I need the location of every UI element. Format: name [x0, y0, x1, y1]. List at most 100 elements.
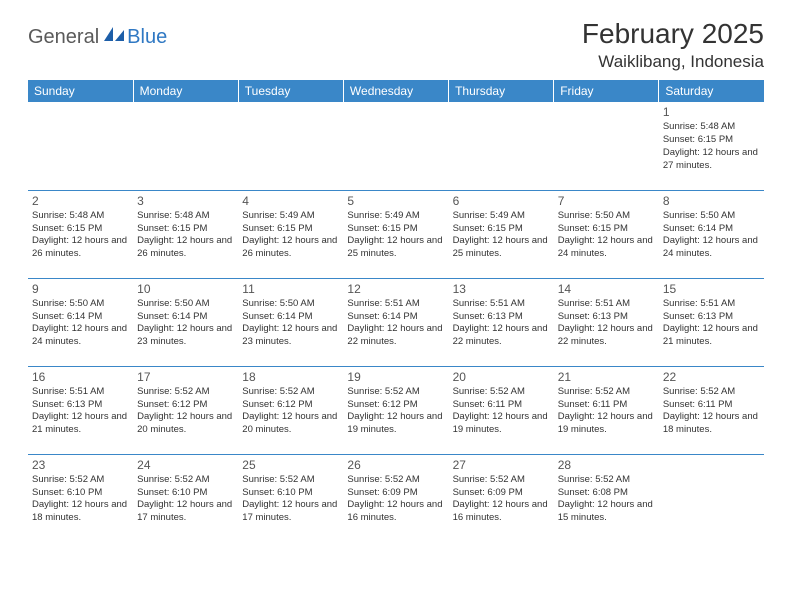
- location: Waiklibang, Indonesia: [582, 52, 764, 72]
- day-number: 7: [558, 193, 655, 209]
- sunrise-line: Sunrise: 5:48 AM: [137, 210, 234, 223]
- logo-text-blue: Blue: [127, 26, 167, 49]
- sunset-line: Sunset: 6:13 PM: [32, 399, 129, 412]
- calendar-cell: 14Sunrise: 5:51 AMSunset: 6:13 PMDayligh…: [554, 278, 659, 366]
- sunset-line: Sunset: 6:15 PM: [663, 134, 760, 147]
- sunrise-line: Sunrise: 5:52 AM: [558, 386, 655, 399]
- sunrise-line: Sunrise: 5:52 AM: [347, 474, 444, 487]
- calendar-cell: 6Sunrise: 5:49 AMSunset: 6:15 PMDaylight…: [449, 190, 554, 278]
- daylight-line: Daylight: 12 hours and 25 minutes.: [347, 235, 444, 261]
- sunrise-line: Sunrise: 5:50 AM: [558, 210, 655, 223]
- daylight-line: Daylight: 12 hours and 21 minutes.: [663, 323, 760, 349]
- calendar-cell: 20Sunrise: 5:52 AMSunset: 6:11 PMDayligh…: [449, 366, 554, 454]
- sunrise-line: Sunrise: 5:52 AM: [137, 386, 234, 399]
- sunrise-line: Sunrise: 5:52 AM: [32, 474, 129, 487]
- sunset-line: Sunset: 6:10 PM: [242, 487, 339, 500]
- daylight-line: Daylight: 12 hours and 24 minutes.: [663, 235, 760, 261]
- day-number: 1: [663, 104, 760, 120]
- day-number: 21: [558, 369, 655, 385]
- calendar-table: SundayMondayTuesdayWednesdayThursdayFrid…: [28, 80, 764, 542]
- sunrise-line: Sunrise: 5:51 AM: [663, 298, 760, 311]
- day-header: Sunday: [28, 80, 133, 102]
- calendar-cell-empty: [659, 454, 764, 542]
- day-number: 13: [453, 281, 550, 297]
- daylight-line: Daylight: 12 hours and 21 minutes.: [32, 411, 129, 437]
- title-block: February 2025 Waiklibang, Indonesia: [582, 18, 764, 72]
- day-header: Saturday: [659, 80, 764, 102]
- daylight-line: Daylight: 12 hours and 17 minutes.: [137, 499, 234, 525]
- daylight-line: Daylight: 12 hours and 23 minutes.: [137, 323, 234, 349]
- calendar-cell: 24Sunrise: 5:52 AMSunset: 6:10 PMDayligh…: [133, 454, 238, 542]
- sunrise-line: Sunrise: 5:50 AM: [32, 298, 129, 311]
- calendar-cell: 28Sunrise: 5:52 AMSunset: 6:08 PMDayligh…: [554, 454, 659, 542]
- logo: General Blue: [28, 26, 167, 49]
- sunrise-line: Sunrise: 5:48 AM: [663, 121, 760, 134]
- day-number: 14: [558, 281, 655, 297]
- calendar-cell: 18Sunrise: 5:52 AMSunset: 6:12 PMDayligh…: [238, 366, 343, 454]
- day-number: 27: [453, 457, 550, 473]
- calendar-cell-empty: [238, 102, 343, 190]
- daylight-line: Daylight: 12 hours and 26 minutes.: [242, 235, 339, 261]
- calendar-row: 16Sunrise: 5:51 AMSunset: 6:13 PMDayligh…: [28, 366, 764, 454]
- daylight-line: Daylight: 12 hours and 25 minutes.: [453, 235, 550, 261]
- day-number: 9: [32, 281, 129, 297]
- sunset-line: Sunset: 6:13 PM: [453, 311, 550, 324]
- day-number: 24: [137, 457, 234, 473]
- sunrise-line: Sunrise: 5:51 AM: [558, 298, 655, 311]
- sunset-line: Sunset: 6:15 PM: [347, 223, 444, 236]
- sunset-line: Sunset: 6:15 PM: [32, 223, 129, 236]
- calendar-row: 23Sunrise: 5:52 AMSunset: 6:10 PMDayligh…: [28, 454, 764, 542]
- sunrise-line: Sunrise: 5:52 AM: [453, 474, 550, 487]
- calendar-cell: 3Sunrise: 5:48 AMSunset: 6:15 PMDaylight…: [133, 190, 238, 278]
- sunrise-line: Sunrise: 5:51 AM: [453, 298, 550, 311]
- calendar-cell: 5Sunrise: 5:49 AMSunset: 6:15 PMDaylight…: [343, 190, 448, 278]
- sunset-line: Sunset: 6:14 PM: [137, 311, 234, 324]
- daylight-line: Daylight: 12 hours and 26 minutes.: [137, 235, 234, 261]
- sunrise-line: Sunrise: 5:52 AM: [242, 386, 339, 399]
- sunrise-line: Sunrise: 5:50 AM: [663, 210, 760, 223]
- calendar-cell-empty: [554, 102, 659, 190]
- sunrise-line: Sunrise: 5:49 AM: [453, 210, 550, 223]
- sunset-line: Sunset: 6:13 PM: [663, 311, 760, 324]
- sunset-line: Sunset: 6:14 PM: [242, 311, 339, 324]
- day-number: 19: [347, 369, 444, 385]
- calendar-body: 1Sunrise: 5:48 AMSunset: 6:15 PMDaylight…: [28, 102, 764, 542]
- calendar-cell: 2Sunrise: 5:48 AMSunset: 6:15 PMDaylight…: [28, 190, 133, 278]
- day-number: 20: [453, 369, 550, 385]
- day-number: 11: [242, 281, 339, 297]
- daylight-line: Daylight: 12 hours and 15 minutes.: [558, 499, 655, 525]
- daylight-line: Daylight: 12 hours and 22 minutes.: [347, 323, 444, 349]
- day-number: 4: [242, 193, 339, 209]
- daylight-line: Daylight: 12 hours and 19 minutes.: [453, 411, 550, 437]
- calendar-cell: 13Sunrise: 5:51 AMSunset: 6:13 PMDayligh…: [449, 278, 554, 366]
- day-number: 28: [558, 457, 655, 473]
- calendar-cell: 10Sunrise: 5:50 AMSunset: 6:14 PMDayligh…: [133, 278, 238, 366]
- sunrise-line: Sunrise: 5:52 AM: [453, 386, 550, 399]
- sunset-line: Sunset: 6:14 PM: [347, 311, 444, 324]
- month-title: February 2025: [582, 18, 764, 50]
- day-header: Thursday: [449, 80, 554, 102]
- day-number: 23: [32, 457, 129, 473]
- sunrise-line: Sunrise: 5:50 AM: [242, 298, 339, 311]
- sunset-line: Sunset: 6:14 PM: [32, 311, 129, 324]
- sunrise-line: Sunrise: 5:52 AM: [137, 474, 234, 487]
- sunset-line: Sunset: 6:15 PM: [137, 223, 234, 236]
- calendar-cell: 9Sunrise: 5:50 AMSunset: 6:14 PMDaylight…: [28, 278, 133, 366]
- sunrise-line: Sunrise: 5:52 AM: [347, 386, 444, 399]
- logo-sail-icon: [103, 26, 125, 49]
- day-header: Wednesday: [343, 80, 448, 102]
- day-number: 15: [663, 281, 760, 297]
- calendar-cell: 17Sunrise: 5:52 AMSunset: 6:12 PMDayligh…: [133, 366, 238, 454]
- daylight-line: Daylight: 12 hours and 20 minutes.: [137, 411, 234, 437]
- daylight-line: Daylight: 12 hours and 23 minutes.: [242, 323, 339, 349]
- calendar-cell: 11Sunrise: 5:50 AMSunset: 6:14 PMDayligh…: [238, 278, 343, 366]
- daylight-line: Daylight: 12 hours and 18 minutes.: [663, 411, 760, 437]
- sunrise-line: Sunrise: 5:48 AM: [32, 210, 129, 223]
- calendar-cell: 23Sunrise: 5:52 AMSunset: 6:10 PMDayligh…: [28, 454, 133, 542]
- sunrise-line: Sunrise: 5:49 AM: [242, 210, 339, 223]
- sunrise-line: Sunrise: 5:52 AM: [242, 474, 339, 487]
- day-number: 2: [32, 193, 129, 209]
- day-number: 10: [137, 281, 234, 297]
- daylight-line: Daylight: 12 hours and 24 minutes.: [558, 235, 655, 261]
- sunset-line: Sunset: 6:09 PM: [347, 487, 444, 500]
